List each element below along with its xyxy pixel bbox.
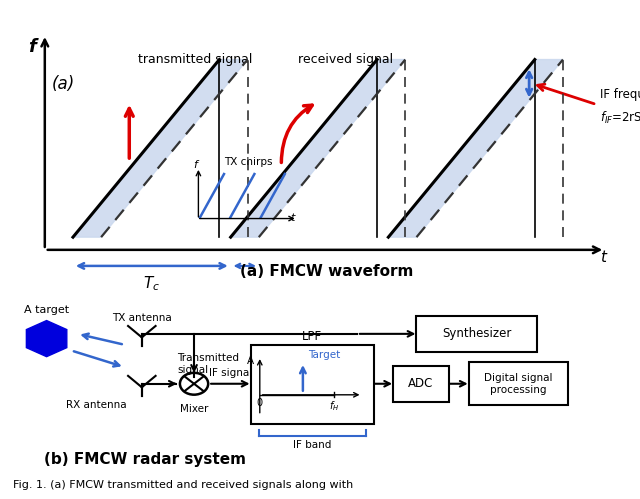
Text: IF band: IF band bbox=[293, 440, 332, 450]
Text: t: t bbox=[290, 214, 294, 224]
Polygon shape bbox=[73, 59, 248, 237]
Text: Fig. 1. (a) FMCW transmitted and received signals along with: Fig. 1. (a) FMCW transmitted and receive… bbox=[13, 480, 353, 491]
Text: 0: 0 bbox=[257, 398, 263, 408]
Text: received signal: received signal bbox=[298, 53, 394, 66]
Text: Transmitted
signal: Transmitted signal bbox=[177, 353, 239, 375]
Text: $f_H$: $f_H$ bbox=[328, 400, 339, 413]
Text: Digital signal
processing: Digital signal processing bbox=[484, 373, 552, 395]
Polygon shape bbox=[388, 59, 563, 237]
Text: A target: A target bbox=[24, 305, 69, 315]
Text: $f_{IF}$=2rS/c: $f_{IF}$=2rS/c bbox=[600, 109, 640, 126]
FancyBboxPatch shape bbox=[417, 316, 537, 352]
Text: f: f bbox=[28, 38, 36, 56]
FancyBboxPatch shape bbox=[251, 345, 374, 424]
FancyBboxPatch shape bbox=[468, 362, 568, 405]
Text: LPF: LPF bbox=[302, 330, 323, 343]
FancyBboxPatch shape bbox=[393, 366, 449, 402]
Text: (b) FMCW radar system: (b) FMCW radar system bbox=[44, 452, 246, 467]
Text: (a) FMCW waveform: (a) FMCW waveform bbox=[240, 264, 413, 279]
Text: IF signal: IF signal bbox=[209, 368, 252, 378]
Text: Mixer: Mixer bbox=[180, 404, 208, 414]
Polygon shape bbox=[230, 59, 405, 237]
Text: ADC: ADC bbox=[408, 377, 434, 390]
Text: RX antenna: RX antenna bbox=[66, 400, 127, 410]
Text: Target: Target bbox=[308, 350, 340, 360]
Text: transmitted signal: transmitted signal bbox=[138, 53, 252, 66]
Text: $T_c$: $T_c$ bbox=[143, 274, 160, 293]
Text: Synthesizer: Synthesizer bbox=[442, 327, 511, 340]
Text: (a): (a) bbox=[52, 75, 75, 93]
Text: TX antenna: TX antenna bbox=[112, 313, 172, 323]
Text: f: f bbox=[193, 160, 197, 170]
Text: IF frequency: IF frequency bbox=[600, 88, 640, 101]
Text: TX chirps: TX chirps bbox=[224, 157, 272, 167]
Text: t: t bbox=[600, 250, 605, 264]
Text: A: A bbox=[246, 356, 253, 366]
